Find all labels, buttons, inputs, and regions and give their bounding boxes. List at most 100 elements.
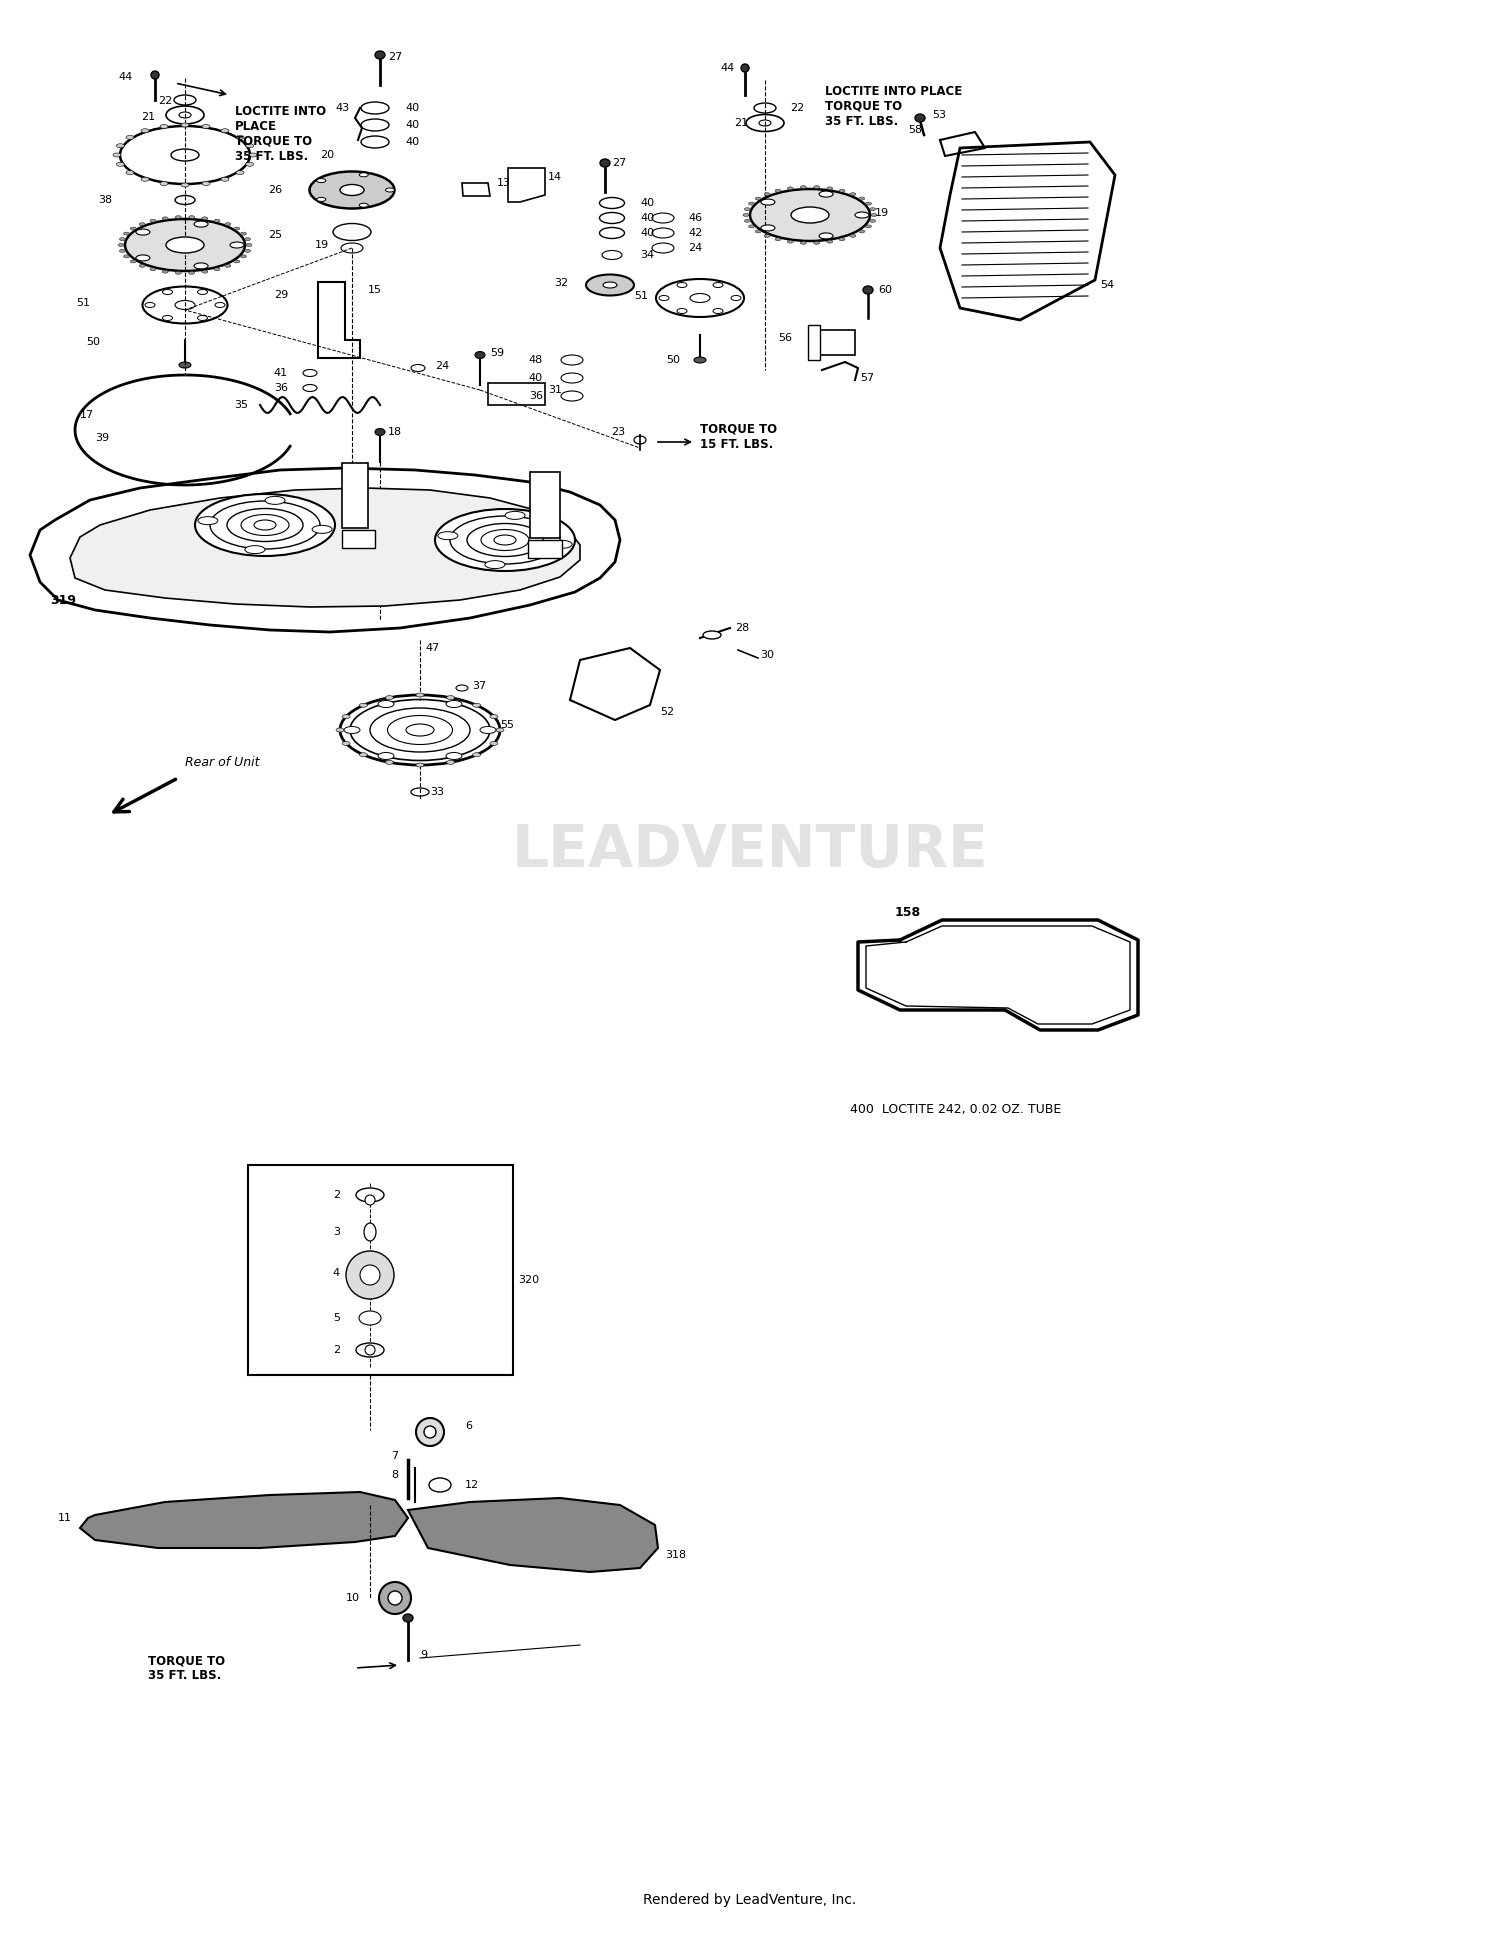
Ellipse shape: [776, 237, 782, 241]
Text: 18: 18: [388, 428, 402, 437]
Ellipse shape: [386, 760, 393, 764]
Ellipse shape: [865, 202, 871, 206]
Ellipse shape: [754, 229, 760, 233]
Ellipse shape: [827, 241, 833, 243]
Ellipse shape: [120, 249, 126, 253]
Text: 60: 60: [878, 286, 892, 295]
Polygon shape: [30, 469, 619, 632]
Ellipse shape: [450, 515, 560, 564]
Ellipse shape: [340, 243, 363, 253]
Ellipse shape: [690, 294, 709, 303]
Text: 11: 11: [58, 1512, 72, 1522]
Ellipse shape: [198, 517, 217, 525]
Ellipse shape: [561, 356, 584, 365]
Polygon shape: [462, 183, 490, 196]
Ellipse shape: [855, 212, 868, 218]
Ellipse shape: [790, 206, 830, 224]
Ellipse shape: [240, 231, 246, 235]
Ellipse shape: [146, 303, 154, 307]
Ellipse shape: [123, 231, 129, 235]
Ellipse shape: [234, 260, 240, 262]
Text: 21: 21: [141, 113, 154, 122]
Ellipse shape: [194, 222, 208, 227]
Ellipse shape: [813, 187, 819, 189]
Text: 40: 40: [530, 373, 543, 383]
Ellipse shape: [447, 760, 454, 764]
Ellipse shape: [411, 364, 424, 371]
Ellipse shape: [162, 270, 168, 272]
Ellipse shape: [676, 309, 687, 313]
Ellipse shape: [801, 187, 807, 189]
Ellipse shape: [447, 696, 454, 700]
Text: 50: 50: [666, 356, 680, 365]
Ellipse shape: [340, 696, 500, 766]
Text: 12: 12: [465, 1479, 478, 1489]
Ellipse shape: [176, 216, 181, 218]
Ellipse shape: [406, 723, 433, 737]
Text: 35: 35: [234, 400, 248, 410]
Text: Rendered by LeadVenture, Inc.: Rendered by LeadVenture, Inc.: [644, 1893, 856, 1907]
Ellipse shape: [214, 268, 220, 270]
Ellipse shape: [416, 1417, 444, 1446]
Polygon shape: [808, 325, 820, 360]
Ellipse shape: [712, 309, 723, 313]
Text: 31: 31: [548, 385, 562, 395]
Ellipse shape: [388, 1590, 402, 1606]
Ellipse shape: [760, 226, 776, 231]
Ellipse shape: [375, 51, 386, 58]
Ellipse shape: [225, 224, 231, 226]
Ellipse shape: [242, 515, 290, 535]
Ellipse shape: [162, 290, 172, 294]
Text: LEADVENTURE: LEADVENTURE: [512, 822, 988, 879]
Ellipse shape: [123, 255, 129, 259]
Text: 32: 32: [554, 278, 568, 288]
Text: 27: 27: [388, 52, 402, 62]
Text: 27: 27: [612, 157, 627, 167]
Ellipse shape: [336, 727, 344, 733]
Ellipse shape: [234, 227, 240, 229]
Ellipse shape: [494, 535, 516, 544]
Ellipse shape: [358, 1310, 381, 1326]
Ellipse shape: [342, 715, 350, 719]
Polygon shape: [530, 472, 560, 538]
Ellipse shape: [176, 196, 195, 204]
Ellipse shape: [429, 1477, 451, 1491]
Ellipse shape: [446, 700, 462, 708]
Ellipse shape: [480, 727, 496, 733]
Text: 40: 40: [640, 227, 654, 237]
Text: 3: 3: [333, 1227, 340, 1236]
Text: 14: 14: [548, 171, 562, 183]
Ellipse shape: [162, 218, 168, 220]
Text: 40: 40: [640, 214, 654, 224]
Ellipse shape: [118, 243, 124, 247]
Ellipse shape: [386, 696, 393, 700]
Ellipse shape: [364, 1223, 376, 1240]
Ellipse shape: [214, 220, 220, 222]
Polygon shape: [318, 282, 360, 358]
Ellipse shape: [472, 752, 480, 756]
Ellipse shape: [160, 181, 168, 185]
Ellipse shape: [871, 214, 877, 216]
Text: 13: 13: [496, 179, 512, 189]
Text: 318: 318: [664, 1549, 686, 1559]
Ellipse shape: [746, 115, 784, 132]
Ellipse shape: [246, 161, 254, 167]
Text: 48: 48: [528, 356, 543, 365]
Ellipse shape: [859, 196, 865, 200]
Ellipse shape: [210, 502, 320, 548]
Ellipse shape: [490, 715, 498, 719]
Ellipse shape: [236, 171, 244, 175]
Polygon shape: [570, 647, 660, 719]
Ellipse shape: [759, 121, 771, 126]
Ellipse shape: [202, 181, 210, 185]
Ellipse shape: [496, 727, 504, 733]
Ellipse shape: [764, 192, 770, 196]
Ellipse shape: [362, 136, 388, 148]
Ellipse shape: [194, 262, 208, 268]
Text: 59: 59: [490, 348, 504, 358]
Ellipse shape: [254, 519, 276, 531]
Ellipse shape: [760, 198, 776, 204]
Ellipse shape: [220, 128, 230, 132]
Text: 19: 19: [874, 208, 890, 218]
Ellipse shape: [506, 511, 525, 519]
